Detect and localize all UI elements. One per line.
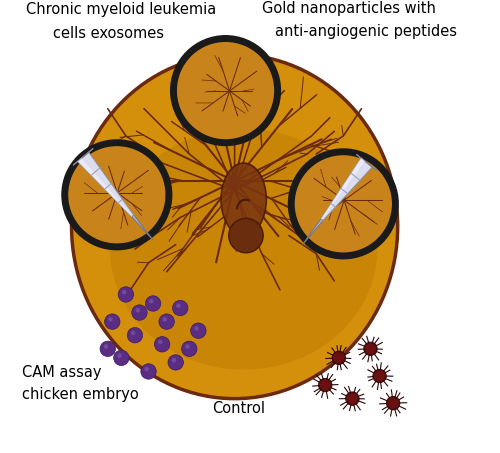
- Text: anti-angiogenic peptides: anti-angiogenic peptides: [276, 24, 458, 39]
- Circle shape: [104, 314, 120, 329]
- Circle shape: [194, 326, 199, 331]
- Text: Control: Control: [212, 401, 265, 416]
- Polygon shape: [78, 152, 134, 217]
- Circle shape: [118, 353, 122, 358]
- Circle shape: [141, 364, 156, 379]
- Circle shape: [168, 355, 184, 370]
- Circle shape: [228, 218, 263, 253]
- Circle shape: [146, 296, 161, 311]
- Circle shape: [132, 305, 147, 320]
- Circle shape: [108, 317, 112, 322]
- Polygon shape: [132, 215, 153, 240]
- Circle shape: [136, 308, 140, 313]
- Circle shape: [172, 358, 176, 362]
- Polygon shape: [321, 158, 365, 219]
- Ellipse shape: [72, 54, 398, 399]
- Circle shape: [118, 287, 134, 302]
- Circle shape: [332, 351, 345, 365]
- Circle shape: [131, 331, 136, 335]
- Circle shape: [149, 299, 154, 304]
- Ellipse shape: [221, 163, 266, 236]
- Circle shape: [174, 39, 278, 143]
- Circle shape: [64, 143, 169, 247]
- Ellipse shape: [110, 129, 378, 370]
- Text: Gold nanoparticles with: Gold nanoparticles with: [262, 1, 436, 16]
- Text: cells exosomes: cells exosomes: [54, 26, 164, 41]
- Text: chicken embryo: chicken embryo: [22, 387, 138, 402]
- Text: CAM assay: CAM assay: [22, 365, 101, 380]
- Circle shape: [158, 340, 162, 344]
- Circle shape: [114, 350, 129, 366]
- Circle shape: [144, 367, 149, 371]
- Circle shape: [176, 304, 180, 308]
- Circle shape: [122, 290, 126, 294]
- Circle shape: [162, 317, 167, 322]
- Circle shape: [159, 314, 174, 329]
- Polygon shape: [78, 158, 132, 217]
- Polygon shape: [321, 158, 372, 221]
- Polygon shape: [73, 149, 93, 165]
- Circle shape: [104, 344, 108, 349]
- Circle shape: [182, 341, 197, 357]
- Circle shape: [127, 328, 142, 343]
- Circle shape: [154, 337, 170, 352]
- Polygon shape: [302, 219, 323, 245]
- Circle shape: [172, 300, 188, 316]
- Circle shape: [318, 378, 332, 392]
- Circle shape: [100, 341, 116, 357]
- Circle shape: [346, 392, 359, 405]
- Text: Chronic myeloid leukemia: Chronic myeloid leukemia: [26, 2, 216, 17]
- Circle shape: [364, 342, 377, 356]
- Circle shape: [185, 344, 190, 349]
- Circle shape: [386, 396, 400, 410]
- Circle shape: [190, 323, 206, 338]
- Circle shape: [373, 369, 386, 383]
- Circle shape: [291, 152, 396, 256]
- Polygon shape: [356, 154, 377, 170]
